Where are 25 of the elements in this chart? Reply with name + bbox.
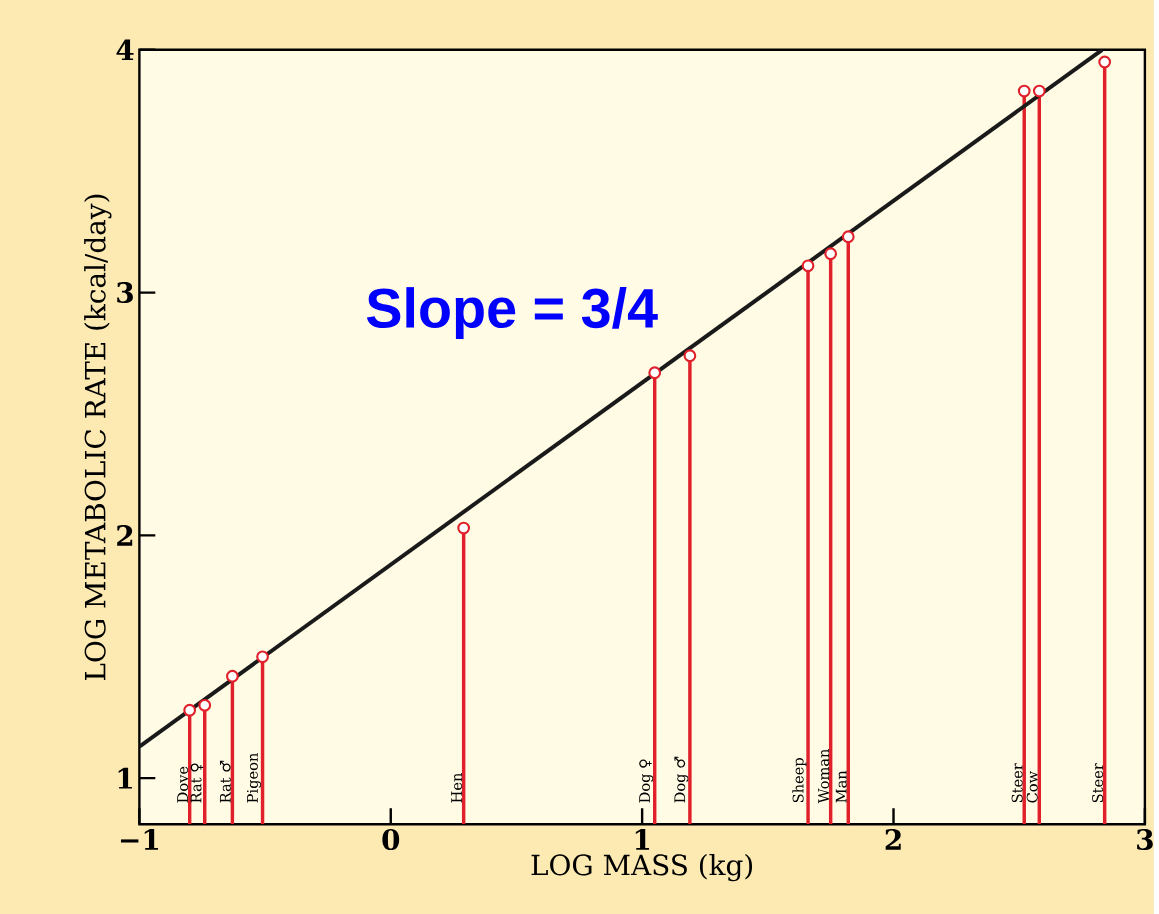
annotation: Pigeon bbox=[246, 753, 261, 803]
x-tick-label: 0 bbox=[382, 829, 400, 851]
y-tick-label: 3 bbox=[117, 282, 133, 304]
y-tick-label: 2 bbox=[117, 525, 133, 546]
x-axis-title: LOG MASS (kg) bbox=[531, 853, 753, 882]
annotation: Hen bbox=[451, 773, 463, 803]
x-tick-label: −1 bbox=[120, 829, 158, 850]
annotation: Steer bbox=[1092, 763, 1104, 803]
y-tick-label: 1 bbox=[118, 767, 132, 789]
annotation: Dove bbox=[177, 766, 189, 803]
x-tick-label: 2 bbox=[885, 829, 901, 850]
annotation: Sheep bbox=[792, 758, 807, 803]
annotation: Woman bbox=[818, 749, 830, 804]
annotation: Cow bbox=[1026, 771, 1038, 803]
annotation: Rat ♂ bbox=[219, 760, 231, 803]
y-axis-title: LOG METABOLIC RATE (kcal/day) bbox=[84, 194, 112, 681]
annotation: Slope = 3/4 bbox=[366, 287, 658, 340]
annotation: Steer bbox=[1011, 763, 1023, 803]
annotation: Dog ♂ bbox=[674, 756, 689, 803]
x-tick-label: 1 bbox=[635, 829, 650, 850]
annotation: Man bbox=[835, 770, 847, 803]
annotation: Rat ♀ bbox=[190, 763, 204, 803]
y-tick-label: 4 bbox=[116, 39, 134, 61]
annotation: Dog ♀ bbox=[639, 759, 654, 803]
x-tick-label: 3 bbox=[1137, 829, 1153, 851]
